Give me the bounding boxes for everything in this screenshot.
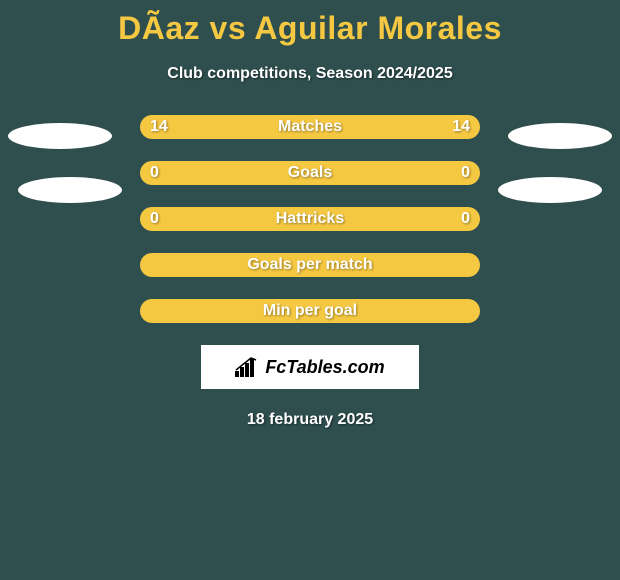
stat-value-right: 0	[461, 164, 470, 182]
stat-value-left: 0	[150, 164, 159, 182]
stat-label: Min per goal	[263, 302, 357, 320]
comparison-subtitle: Club competitions, Season 2024/2025	[0, 65, 620, 83]
stat-value-left: 14	[150, 118, 168, 136]
branding-badge: FcTables.com	[201, 345, 419, 389]
player-avatar-left-2	[18, 177, 122, 203]
stat-row-goals-per-match: Goals per match	[140, 253, 480, 277]
player-avatar-left-1	[8, 123, 112, 149]
bar-chart-icon	[235, 357, 259, 377]
stat-label: Hattricks	[276, 210, 344, 228]
stat-label: Matches	[278, 118, 342, 136]
stat-value-right: 14	[452, 118, 470, 136]
stat-value-left: 0	[150, 210, 159, 228]
stat-row-goals: 0 Goals 0	[140, 161, 480, 185]
branding-text: FcTables.com	[265, 357, 384, 378]
stat-row-hattricks: 0 Hattricks 0	[140, 207, 480, 231]
comparison-title: DÃ­az vs Aguilar Morales	[0, 0, 620, 47]
date-label: 18 february 2025	[0, 411, 620, 429]
stat-value-right: 0	[461, 210, 470, 228]
player-avatar-right-1	[508, 123, 612, 149]
stat-label: Goals per match	[247, 256, 372, 274]
stat-row-min-per-goal: Min per goal	[140, 299, 480, 323]
player-avatar-right-2	[498, 177, 602, 203]
stat-label: Goals	[288, 164, 332, 182]
stat-row-matches: 14 Matches 14	[140, 115, 480, 139]
